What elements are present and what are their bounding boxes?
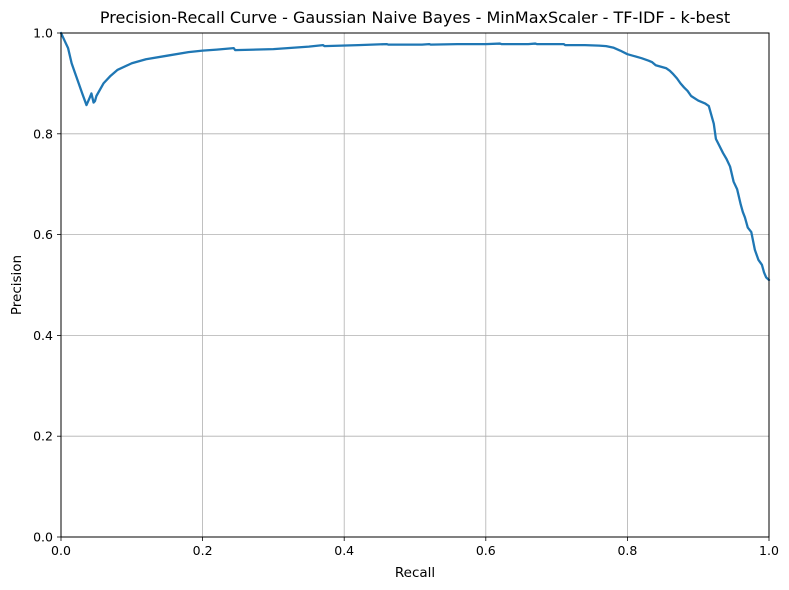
chart-title: Precision-Recall Curve - Gaussian Naive …: [100, 8, 730, 27]
x-tick-label: 0.2: [193, 543, 213, 558]
x-axis-label: Recall: [395, 565, 435, 581]
y-tick-label: 0.2: [33, 429, 53, 444]
grid: [60, 32, 770, 538]
x-tick-label: 0.6: [476, 543, 496, 558]
x-tick-label: 1.0: [759, 543, 779, 558]
plot-area: [59, 31, 771, 282]
x-axis-ticks: 0.0 0.2 0.4 0.6 0.8 1.0: [51, 537, 779, 558]
x-tick-label: 0.0: [51, 543, 71, 558]
y-tick-label: 0.6: [33, 227, 53, 242]
y-tick-label: 0.0: [33, 530, 53, 545]
precision-recall-line: [59, 31, 771, 282]
y-tick-label: 1.0: [33, 26, 53, 41]
x-tick-label: 0.8: [617, 543, 637, 558]
plot-frame: [60, 32, 770, 538]
y-tick-label: 0.8: [33, 126, 53, 141]
y-axis-label: Precision: [9, 255, 25, 315]
y-tick-label: 0.4: [33, 328, 53, 343]
x-tick-label: 0.4: [334, 543, 354, 558]
y-axis-ticks: 0.0 0.2 0.4 0.6 0.8 1.0: [33, 26, 61, 545]
